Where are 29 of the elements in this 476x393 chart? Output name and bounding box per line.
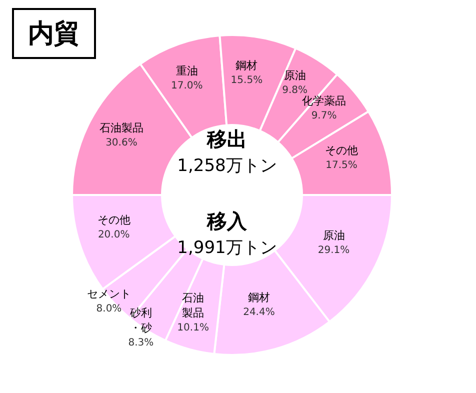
slice-label: 石油製品 [182,290,204,319]
text: 移入 [206,208,248,235]
text: 内貿 [12,8,96,59]
slice-label: 鋼材 [248,290,270,304]
slice-label: その他 [97,212,130,226]
data-label: 10.1% [177,322,209,333]
slice-label: 鋼材 [236,58,258,72]
slice-label: 化学薬品 [302,94,346,108]
slice-label: 原油 [284,68,306,82]
data-label: 24.4% [243,306,275,318]
slice-label: その他 [325,144,358,157]
text: 1,991万トン [176,237,278,259]
data-label: 30.6% [106,137,138,148]
data-label: 8.3% [128,336,154,348]
text: 1,258万トン [176,155,278,177]
data-label: 17.5% [326,160,358,171]
data-label: 9.8% [282,84,308,96]
slice-label: セメント [86,286,131,300]
data-label: 8.0% [96,302,122,314]
slice-label: 重油 [176,64,198,77]
slice-label: 石油製品 [99,121,144,134]
slice-label: 原油 [322,228,345,242]
slice-label: 砂利・砂 [128,306,152,334]
data-label: 15.5% [230,74,263,86]
text: 移出 [206,126,248,153]
data-label: 29.1% [318,244,350,256]
data-label: 20.0% [98,228,130,240]
data-label: 17.0% [171,80,203,91]
data-label: 9.7% [311,110,337,122]
